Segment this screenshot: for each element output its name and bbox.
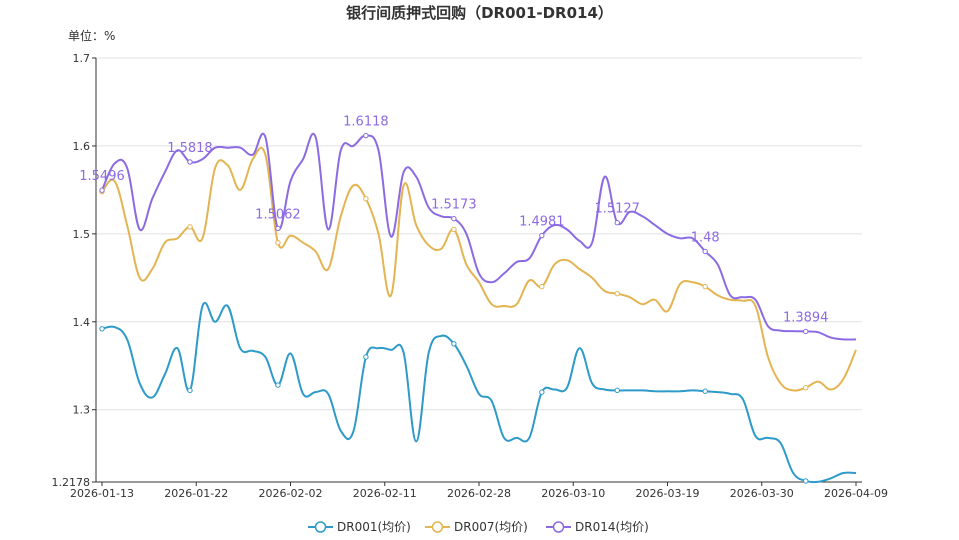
x-tick-label: 2026-01-22 (164, 487, 228, 500)
y-tick-label: 1.2178 (52, 476, 91, 489)
series-line-1 (101, 146, 857, 392)
legend-label: DR014(均价) (575, 520, 649, 534)
data-point (187, 387, 193, 394)
data-point (803, 328, 809, 335)
y-tick-label: 1.3 (73, 404, 91, 417)
data-point (539, 389, 545, 395)
legend-marker-icon (552, 521, 565, 533)
data-point (803, 385, 809, 391)
series-line-2 (101, 132, 857, 341)
data-point (702, 283, 708, 290)
data-label: 1.6118 (343, 115, 389, 130)
data-point (614, 387, 620, 394)
data-label: 1.4981 (519, 215, 565, 230)
series-line-0 (101, 302, 857, 484)
data-point (702, 388, 708, 394)
x-tick-label: 2026-03-19 (636, 487, 700, 500)
data-label-layer: 1.5496 1.5818 1.5062 1.6118 1.5173 1.4981 1.51… (79, 115, 828, 326)
x-tick-label: 2026-02-11 (353, 487, 417, 500)
x-tick-label: 2026-01-13 (70, 487, 134, 500)
x-tick-label: 2026-03-10 (541, 487, 605, 500)
grid-layer (96, 57, 862, 411)
data-point (363, 195, 369, 202)
legend-item[interactable]: DR001(均价) (308, 520, 411, 534)
data-point (451, 341, 457, 347)
data-point (451, 215, 457, 222)
data-point (275, 239, 281, 246)
data-point (363, 354, 369, 360)
x-tick-label: 2026-03-30 (730, 487, 794, 500)
data-point (539, 283, 545, 290)
y-tick-label: 1.5 (73, 228, 91, 241)
data-point (363, 132, 369, 139)
data-point (187, 159, 193, 165)
y-tick-label: 1.4 (73, 316, 91, 329)
x-tick-label: 2026-04-09 (824, 487, 888, 500)
legend-item[interactable]: DR014(均价) (546, 520, 649, 534)
legend-label: DR007(均价) (454, 520, 528, 534)
data-label: 1.5496 (79, 169, 125, 184)
data-point (99, 187, 105, 193)
legend-item[interactable]: DR007(均价) (425, 520, 528, 534)
data-label: 1.3894 (783, 310, 829, 325)
data-point (99, 326, 105, 332)
data-point (614, 290, 620, 297)
data-point (539, 232, 545, 239)
data-point (275, 225, 281, 232)
chart-title: 银行间质押式回购（DR001-DR014） (346, 4, 613, 22)
data-label: 1.5127 (594, 202, 640, 217)
y-tick-label: 1.6 (73, 140, 91, 153)
data-point (614, 219, 620, 226)
axis-layer: 1.2178 1.3 1.4 1.5 1.6 1.7 2026-01-13 2026-01-2… (52, 52, 888, 500)
data-point (187, 224, 193, 230)
data-point (702, 248, 708, 255)
x-tick-label: 2026-02-02 (259, 487, 323, 500)
y-tick-label: 1.7 (73, 52, 91, 65)
data-point (275, 382, 281, 388)
data-label: 1.5818 (167, 141, 213, 156)
legend-label: DR001(均价) (337, 520, 411, 534)
x-tick-label: 2026-02-28 (447, 487, 511, 500)
data-point (803, 478, 809, 484)
data-label: 1.5173 (431, 198, 477, 213)
legend-marker-icon (431, 521, 444, 533)
data-label: 1.5062 (255, 207, 301, 222)
data-label: 1.48 (691, 230, 720, 245)
series-layer (99, 132, 857, 484)
data-point (451, 226, 457, 233)
legend: DR001(均价) DR007(均价) DR014(均价) (308, 520, 649, 534)
unit-label: 单位：% (68, 28, 115, 43)
legend-marker-icon (314, 521, 327, 533)
